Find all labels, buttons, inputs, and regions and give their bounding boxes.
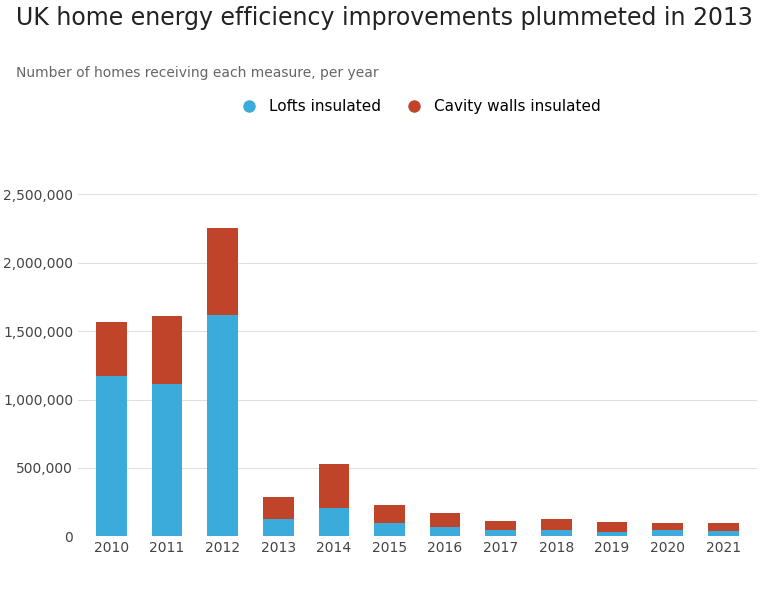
Bar — [207, 315, 238, 536]
Text: Number of homes receiving each measure, per year: Number of homes receiving each measure, … — [16, 66, 378, 79]
Bar — [652, 530, 683, 536]
Bar — [318, 508, 349, 536]
Bar — [541, 530, 572, 536]
Text: UK home energy efficiency improvements plummeted in 2013: UK home energy efficiency improvements p… — [16, 6, 753, 30]
Bar — [263, 519, 293, 536]
Bar — [485, 522, 516, 530]
Bar — [151, 384, 183, 536]
Bar — [263, 498, 293, 519]
Legend: Lofts insulated, Cavity walls insulated: Lofts insulated, Cavity walls insulated — [228, 93, 607, 120]
Bar — [708, 523, 739, 531]
Bar — [374, 523, 405, 536]
Bar — [652, 523, 683, 530]
Bar — [430, 527, 460, 536]
Bar — [96, 321, 126, 376]
Bar — [708, 531, 739, 536]
Bar — [96, 376, 126, 536]
Bar — [151, 316, 183, 384]
Bar — [318, 464, 349, 508]
Bar — [597, 522, 627, 532]
Bar — [597, 532, 627, 536]
Bar — [207, 228, 238, 315]
Bar — [541, 519, 572, 530]
Bar — [485, 530, 516, 536]
Bar — [374, 505, 405, 523]
Bar — [430, 513, 460, 527]
